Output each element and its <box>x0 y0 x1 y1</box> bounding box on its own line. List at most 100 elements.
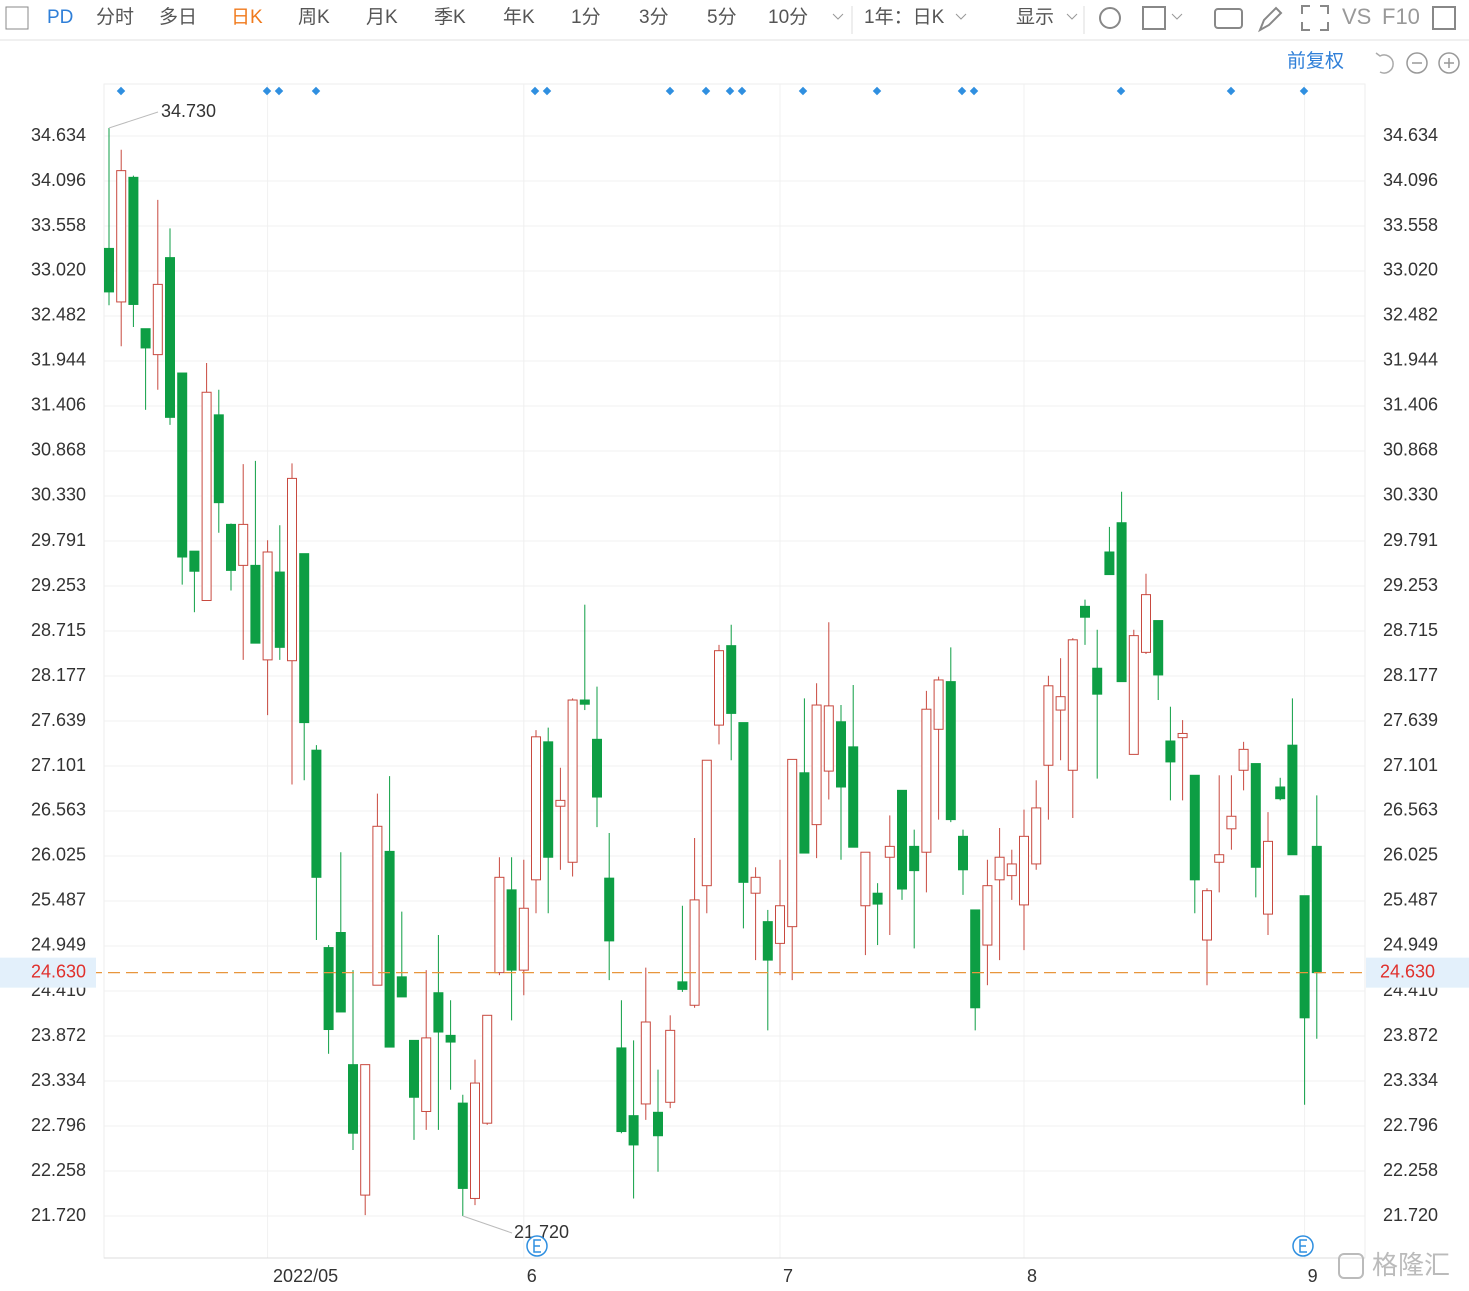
y-tick-label: 31.406 <box>31 395 86 415</box>
period-tab[interactable]: 10分 <box>768 6 808 28</box>
candle-body <box>1104 551 1115 576</box>
event-marker[interactable] <box>530 86 540 96</box>
watermark-logo <box>1338 1253 1364 1279</box>
x-tick-label: 2022/05 <box>273 1266 338 1286</box>
min-label: 21.720 <box>514 1222 569 1242</box>
period-tab[interactable]: 1分 <box>571 6 601 28</box>
event-marker[interactable] <box>1226 86 1236 96</box>
event-marker[interactable] <box>798 86 808 96</box>
event-marker[interactable] <box>542 86 552 96</box>
caret[interactable] <box>1171 13 1183 20</box>
period-tab[interactable]: 年K <box>503 6 535 28</box>
y-tick-label: 30.868 <box>31 440 86 460</box>
candle-body <box>1141 594 1151 653</box>
candle-body <box>1226 815 1237 830</box>
event-marker[interactable] <box>1116 86 1126 96</box>
candle-body <box>518 907 529 971</box>
candle-body <box>1019 835 1029 906</box>
y-tick-label-right: 30.868 <box>1383 440 1438 460</box>
candle-body <box>1043 685 1054 766</box>
y-tick-label-right: 33.558 <box>1383 215 1438 235</box>
max-leader <box>108 111 159 129</box>
caret[interactable] <box>832 13 844 20</box>
candle-body <box>189 550 200 572</box>
candle-body <box>714 650 724 726</box>
y-tick-label-right: 31.944 <box>1383 350 1438 370</box>
candle-body <box>238 523 249 566</box>
y-tick-label-right: 34.096 <box>1383 170 1438 190</box>
y-tick-label: 22.258 <box>31 1160 86 1180</box>
f10-button[interactable]: F10 <box>1382 4 1420 29</box>
period-tab[interactable]: 周K <box>298 7 330 28</box>
candle-body <box>1214 854 1225 863</box>
candle-body <box>616 1047 627 1133</box>
camera-icon[interactable] <box>1214 8 1243 29</box>
panel-icon[interactable] <box>1432 6 1456 30</box>
sidebar-toggle[interactable] <box>5 6 29 30</box>
candle-body <box>872 892 883 905</box>
candle-body <box>762 921 773 961</box>
y-tick-label: 32.482 <box>31 305 86 325</box>
caret[interactable] <box>955 13 967 20</box>
event-marker[interactable] <box>116 86 126 96</box>
shape-icon[interactable] <box>1142 6 1166 30</box>
period-tab[interactable]: 月K <box>366 7 398 28</box>
y-tick-label-right: 33.020 <box>1383 260 1438 280</box>
candle-body <box>1275 786 1286 800</box>
candle-body <box>726 645 737 714</box>
candle-body <box>1189 774 1200 881</box>
event-marker[interactable] <box>872 86 882 96</box>
symbol[interactable]: PD <box>47 7 73 28</box>
candle-body <box>116 170 127 303</box>
event-marker[interactable] <box>274 86 284 96</box>
period-tab[interactable]: 5分 <box>707 6 737 28</box>
period-tab[interactable]: 多日 <box>159 6 197 28</box>
event-marker[interactable] <box>701 86 711 96</box>
fullscreen-icon[interactable] <box>1301 5 1329 31</box>
candle-body <box>897 789 907 890</box>
event-marker[interactable] <box>957 86 967 96</box>
candle-body <box>1128 635 1139 755</box>
event-marker[interactable] <box>725 86 735 96</box>
zoom-out[interactable] <box>1406 52 1428 74</box>
zoom-in-sign <box>1444 58 1454 68</box>
draw-icon[interactable] <box>1258 6 1283 33</box>
period-tab[interactable]: 分时 <box>96 6 134 28</box>
y-tick-label: 33.020 <box>31 260 86 280</box>
range-select[interactable]: 1年：日K <box>864 6 945 28</box>
y-tick-label: 23.334 <box>31 1070 86 1090</box>
watermark: 格隆汇 <box>1372 1250 1450 1280</box>
settings-icon[interactable] <box>1099 7 1121 29</box>
candle-body <box>836 721 846 788</box>
candle-body <box>579 699 590 705</box>
candle-body <box>1177 732 1188 739</box>
event-marker[interactable] <box>311 86 321 96</box>
y-tick-label-right: 34.634 <box>1383 125 1438 145</box>
zoom-in[interactable] <box>1438 52 1460 74</box>
y-tick-label: 29.791 <box>31 530 86 550</box>
reset-icon[interactable] <box>1375 52 1394 74</box>
period-tab[interactable]: 3分 <box>639 6 669 28</box>
adjust-select[interactable]: 前复权 <box>1287 50 1344 72</box>
event-marker[interactable] <box>737 86 747 96</box>
y-tick-label: 31.944 <box>31 350 86 370</box>
y-tick-label-right: 32.482 <box>1383 305 1438 325</box>
candle-body <box>750 876 761 894</box>
candle-body <box>165 257 175 418</box>
vs-button[interactable]: VS <box>1342 4 1371 29</box>
candle-body <box>677 981 688 990</box>
event-marker[interactable] <box>969 86 979 96</box>
candle-body <box>396 976 407 998</box>
display-select[interactable]: 显示 <box>1016 7 1054 28</box>
caret[interactable] <box>1066 13 1078 20</box>
candle-body <box>506 889 517 971</box>
event-marker[interactable] <box>262 86 272 96</box>
period-tab[interactable]: 季K <box>434 6 466 28</box>
period-tab[interactable]: 日K <box>231 7 263 28</box>
y-tick-label-right: 26.025 <box>1383 845 1438 865</box>
event-marker[interactable] <box>1299 86 1309 96</box>
event-marker[interactable] <box>665 86 675 96</box>
min-leader <box>462 1215 513 1234</box>
candle-body <box>531 736 541 881</box>
